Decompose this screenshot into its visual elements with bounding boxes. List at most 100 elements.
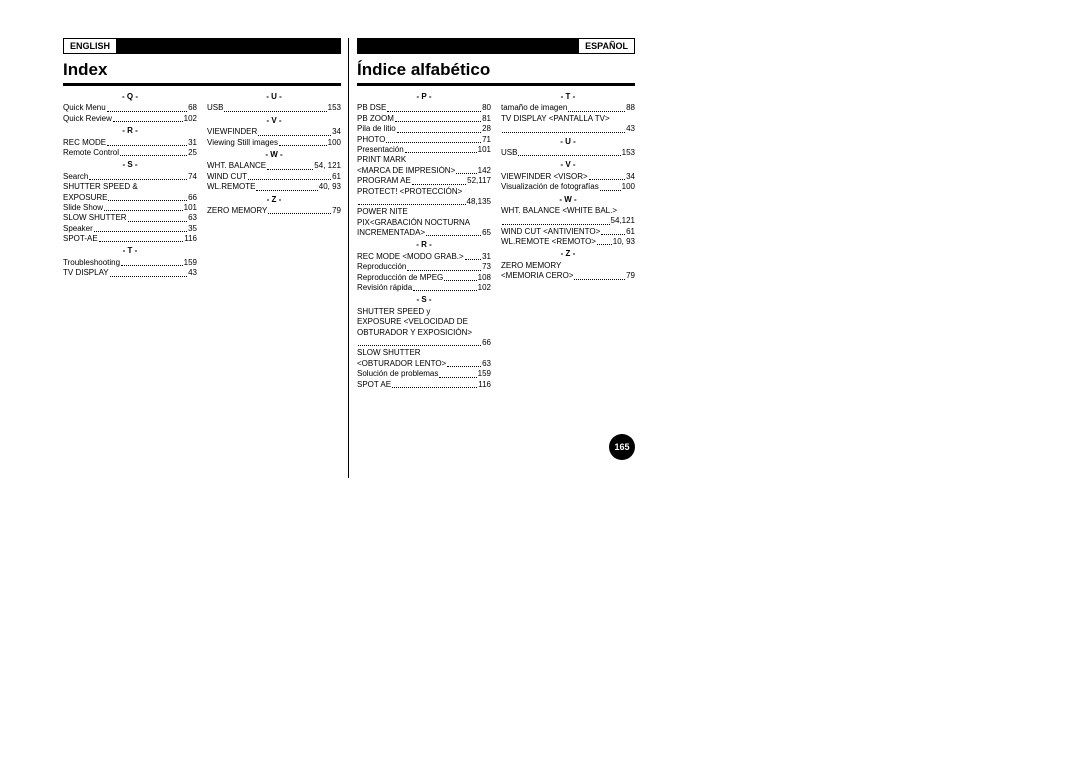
index-entry: <OBTURADOR LENTO> 63 [357,359,491,369]
index-entry: Pila de litio28 [357,124,491,134]
index-entry: ZERO MEMORY79 [207,206,341,216]
section-heading: - V - [501,160,635,170]
english-columns: - Q -Quick Menu68Quick Review102- R -REC… [63,90,341,279]
index-entry-page: 63 [482,359,491,369]
leader-dots [279,144,327,146]
leader-dots [387,110,481,112]
leader-dots [392,386,477,388]
leader-dots [597,243,612,245]
index-entry: Viewing Still images100 [207,138,341,148]
index-entry: Quick Review102 [63,114,197,124]
leader-dots [395,120,481,122]
index-entry: PB DSE80 [357,103,491,113]
leader-dots [94,230,187,232]
index-entry-page: 40, 93 [319,182,341,192]
index-entry-label: EXPOSURE [63,193,107,203]
leader-dots [456,172,476,174]
index-entry-label: PROGRAM AE [357,176,411,186]
leader-dots [413,289,477,291]
index-entry-continuation: SHUTTER SPEED & [63,182,197,192]
leader-dots [502,131,625,133]
index-entry-page: 101 [184,203,197,213]
index-entry-page: 116 [478,380,491,390]
leader-dots [104,209,183,211]
index-entry-label: VIEWFINDER [207,127,257,137]
section-heading: - R - [63,126,197,136]
index-entry: PHOTO71 [357,135,491,145]
index-entry: VIEWFINDER34 [207,127,341,137]
index-entry-label: <OBTURADOR LENTO> [357,359,446,369]
index-entry-page: 34 [626,172,635,182]
section-heading: - Z - [501,249,635,259]
lang-label-spanish: ESPAÑOL [578,38,635,54]
index-entry: WL.REMOTE40, 93 [207,182,341,192]
index-entry-label: ZERO MEMORY [207,206,267,216]
leader-dots [412,183,466,185]
leader-dots [386,141,481,143]
leader-dots [358,344,481,346]
page-number-badge: 165 [609,434,635,460]
index-entry-page: 54, 121 [314,161,341,171]
leader-dots [110,275,187,277]
index-entry-label: WL.REMOTE <REMOTO> [501,237,596,247]
index-entry-page: 10, 93 [613,237,635,247]
leader-dots [267,168,313,170]
index-entry-label: Quick Menu [63,103,106,113]
index-entry-continuation: TV DISPLAY <PANTALLA TV> [501,114,635,124]
section-heading: - W - [501,195,635,205]
index-entry-label: REC MODE <MODO GRAB.> [357,252,464,262]
index-entry: Visualización de fotografías100 [501,182,635,192]
index-entry-page: 52,117 [467,176,491,186]
index-entry: Search74 [63,172,197,182]
leader-dots [258,134,331,136]
section-heading: - T - [501,92,635,102]
index-entry: Quick Menu68 [63,103,197,113]
leader-dots [600,189,621,191]
index-entry: Troubleshooting159 [63,258,197,268]
index-entry: REC MODE31 [63,138,197,148]
index-entry-page: 100 [622,182,635,192]
index-entry-page: 79 [626,271,635,281]
index-entry-label: Troubleshooting [63,258,120,268]
index-entry-label: PB ZOOM [357,114,394,124]
index-entry: <MEMORIA CERO> 79 [501,271,635,281]
index-entry: WIND CUT61 [207,172,341,182]
index-entry-page: 66 [482,338,491,348]
section-heading: - U - [501,137,635,147]
index-entry-page: 81 [482,114,491,124]
leader-dots [439,376,476,378]
english-col-2: - U -USB153- V -VIEWFINDER34Viewing Stil… [207,90,341,279]
index-entry-label: INCREMENTADA> [357,228,425,238]
leader-dots [99,240,184,242]
index-entry-page: 43 [626,124,635,134]
index-entry: Remote Control25 [63,148,197,158]
index-entry-label: <MEMORIA CERO> [501,271,573,281]
index-entry: WIND CUT <ANTIVIENTO>61 [501,227,635,237]
index-entry-page: 108 [478,273,491,283]
index-entry-page: 63 [188,213,197,223]
leader-dots [574,278,625,280]
index-entry-label: USB [207,103,223,113]
index-entry: 54,121 [501,216,635,226]
index-entry: PROGRAM AE 52,117 [357,176,491,186]
spanish-col-1: - P -PB DSE80PB ZOOM81Pila de litio28PHO… [357,90,491,390]
index-entry-page: 43 [188,268,197,278]
index-entry-label: Presentación [357,145,404,155]
index-entry-label: TV DISPLAY [63,268,109,278]
index-entry: VIEWFINDER <VISOR>34 [501,172,635,182]
leader-dots [358,203,466,205]
spanish-col-2: - T -tamaño de imagen88TV DISPLAY <PANTA… [501,90,635,390]
leader-dots [444,279,476,281]
index-entry-page: 73 [482,262,491,272]
index-entry: Reproducción73 [357,262,491,272]
index-entry: Solución de problemas159 [357,369,491,379]
index-entry-label: tamaño de imagen [501,103,567,113]
leader-dots [128,220,188,222]
index-entry-label: <MARCA DE IMPRESIÓN> [357,166,455,176]
index-entry-label: PB DSE [357,103,386,113]
index-entry-page: 48,135 [467,197,491,207]
index-entry-continuation: ZERO MEMORY [501,261,635,271]
index-entry: 48,135 [357,197,491,207]
index-entry-page: 28 [482,124,491,134]
leader-dots [407,269,481,271]
